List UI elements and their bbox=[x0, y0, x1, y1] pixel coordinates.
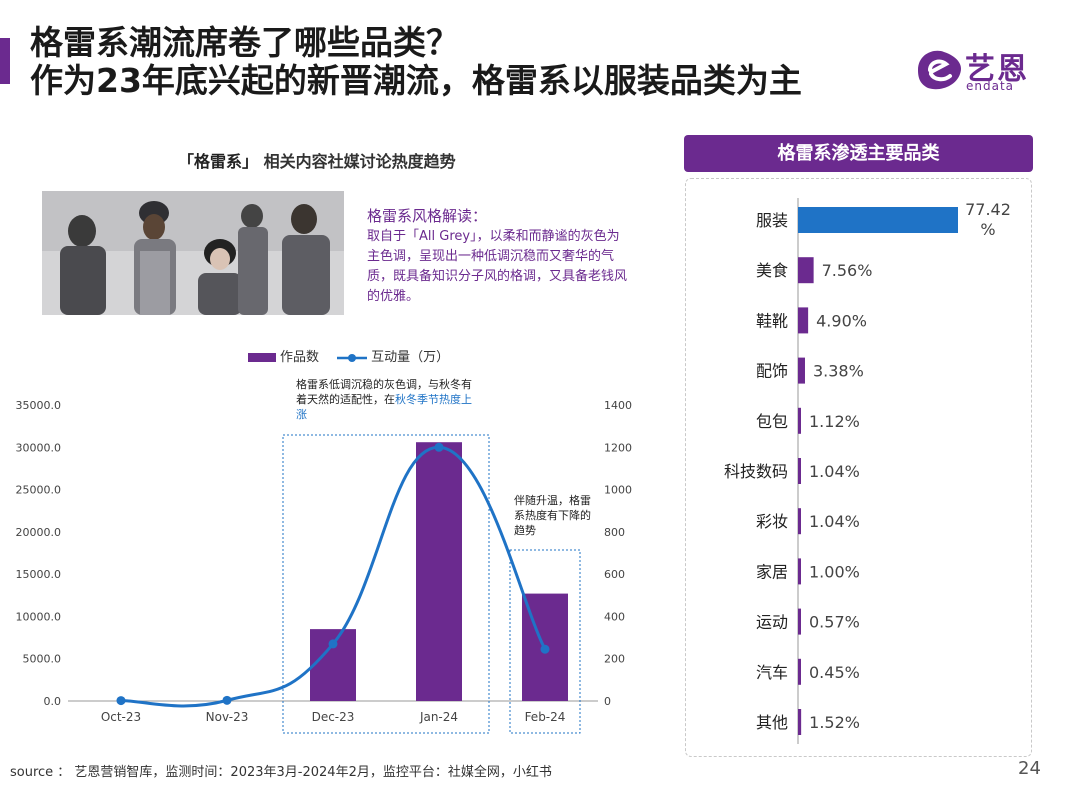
logo-text: 艺恩 bbox=[965, 52, 1029, 87]
category-bar-chart: 服装 77.42% 美食 7.56% 鞋靴 4.90% 配饰 3.38% 包包 1.12% 科技数码… bbox=[724, 198, 1011, 744]
category-label: 其他 bbox=[756, 713, 788, 732]
category-bar bbox=[798, 207, 958, 233]
y-right-tick-label: 800 bbox=[604, 526, 625, 539]
logo-subtext: endata bbox=[966, 79, 1015, 93]
category-label: 汽车 bbox=[756, 663, 788, 682]
category-bar bbox=[798, 458, 801, 484]
y-right-tick-label: 1000 bbox=[604, 484, 632, 497]
value-label: 0.45% bbox=[809, 663, 860, 682]
style-title: 格雷系风格解读： bbox=[367, 207, 488, 225]
legend-bar-label: 作品数 bbox=[280, 350, 320, 365]
chart-legend: 作品数 互动量（万） bbox=[248, 346, 449, 365]
y-left-tick-label: 20000.0 bbox=[16, 526, 62, 539]
y-right-tick-label: 1200 bbox=[604, 441, 632, 454]
page-number: 24 bbox=[1018, 758, 1041, 779]
y-left-tick-label: 25000.0 bbox=[16, 484, 62, 497]
value-label: 4.90% bbox=[816, 311, 867, 330]
category-bar bbox=[798, 357, 805, 384]
category-bar bbox=[798, 558, 801, 585]
y-left-tick-label: 5000.0 bbox=[23, 653, 62, 666]
annotation-autumn: 格雷系低调沉稳的灰色调，与秋冬有着天然的适配性，在秋冬季节热度上涨 bbox=[296, 377, 482, 422]
category-label: 配饰 bbox=[756, 362, 788, 381]
category-label: 科技数码 bbox=[724, 462, 788, 481]
line-point bbox=[328, 639, 338, 649]
y-left-tick-label: 10000.0 bbox=[16, 610, 62, 623]
legend-line-label: 互动量（万） bbox=[371, 350, 450, 365]
highlight-box bbox=[509, 549, 581, 734]
y-left-tick-label: 35000.0 bbox=[16, 399, 62, 412]
category-bar bbox=[798, 658, 801, 685]
value-label-unit: % bbox=[980, 220, 995, 239]
category-label: 彩妆 bbox=[756, 512, 788, 531]
y-right-tick-label: 200 bbox=[604, 653, 625, 666]
x-tick-label: Nov-23 bbox=[206, 710, 249, 724]
annotation-autumn-main: 格雷系低调沉稳的灰色调，与秋冬有着天然的适配性，在 bbox=[296, 378, 472, 406]
line-interactions bbox=[120, 445, 547, 708]
legend-bar-swatch bbox=[248, 353, 276, 362]
left-chart-title: 「格雷系」 相关内容社媒讨论热度趋势 bbox=[178, 148, 456, 172]
value-label: 7.56% bbox=[822, 261, 873, 280]
category-bar bbox=[798, 508, 801, 535]
y-right-tick-label: 600 bbox=[604, 568, 625, 581]
category-label: 包包 bbox=[756, 412, 788, 431]
page-title: 格雷系潮流席卷了哪些品类？ bbox=[30, 23, 459, 62]
y-right-tick-label: 400 bbox=[604, 610, 625, 623]
category-bar bbox=[798, 407, 801, 434]
line-point bbox=[540, 644, 550, 654]
line-point bbox=[434, 442, 444, 452]
y-right-tick-label: 0 bbox=[604, 695, 611, 708]
left-combo-chart: 0.0 5000.0 10000.0 15000.0 20000.0 25000.0 300… bbox=[16, 399, 632, 734]
right-chart-frame bbox=[685, 178, 1032, 757]
x-tick-label: Dec-23 bbox=[312, 710, 355, 724]
category-bar bbox=[798, 709, 802, 735]
y-left-tick-label: 0.0 bbox=[44, 695, 62, 708]
category-label: 运动 bbox=[756, 613, 788, 632]
category-label: 家居 bbox=[756, 562, 788, 581]
left-chart-title-bracket: 「格雷系」 bbox=[178, 152, 259, 171]
category-bar bbox=[798, 257, 814, 284]
x-tick-label: Feb-24 bbox=[525, 710, 566, 724]
legend-line-swatch bbox=[337, 353, 368, 362]
annotation-autumn-highlight: 秋冬季节热度上涨 bbox=[296, 393, 472, 421]
category-label: 美食 bbox=[756, 261, 788, 280]
accent-bar bbox=[0, 38, 10, 84]
value-label: 3.38% bbox=[813, 362, 864, 381]
left-chart-title-rest: 相关内容社媒讨论热度趋势 bbox=[263, 152, 456, 171]
category-bar bbox=[798, 608, 801, 635]
page-subtitle: 作为23年底兴起的新晋潮流，格雷系以服装品类为主 bbox=[30, 61, 802, 100]
line-point bbox=[116, 696, 126, 706]
x-tick-label: Oct-23 bbox=[101, 710, 141, 724]
y-left-tick-label: 15000.0 bbox=[16, 568, 62, 581]
fashion-photo bbox=[42, 191, 344, 315]
value-label: 1.00% bbox=[809, 562, 860, 581]
x-tick-label: Jan-24 bbox=[419, 710, 458, 724]
category-label: 鞋靴 bbox=[756, 311, 788, 330]
value-label: 1.12% bbox=[809, 412, 860, 431]
annotation-decline: 伴随升温，格雷系热度有下降的趋势 bbox=[514, 494, 591, 537]
value-label: 77.42 bbox=[965, 200, 1011, 219]
style-description: 取自于「All Grey」，以柔和而静谧的灰色为主色调，呈现出一种低调沉稳而又奢… bbox=[367, 229, 628, 304]
value-label: 1.04% bbox=[809, 462, 860, 481]
bar-works bbox=[416, 442, 462, 701]
right-chart-title: 格雷系渗透主要品类 bbox=[684, 135, 1033, 172]
y-left-tick-label: 30000.0 bbox=[16, 441, 62, 454]
line-point bbox=[222, 695, 232, 705]
y-right-tick-label: 1400 bbox=[604, 399, 632, 412]
category-label: 服装 bbox=[756, 211, 788, 230]
value-label: 1.52% bbox=[809, 713, 860, 732]
value-label: 1.04% bbox=[809, 512, 860, 531]
category-bar bbox=[798, 307, 809, 334]
endata-logo-icon bbox=[918, 50, 962, 90]
source-note: source ： 艺恩营销智库，监测时间：2023年3月-2024年2月，监控平… bbox=[10, 765, 552, 780]
value-label: 0.57% bbox=[809, 613, 860, 632]
